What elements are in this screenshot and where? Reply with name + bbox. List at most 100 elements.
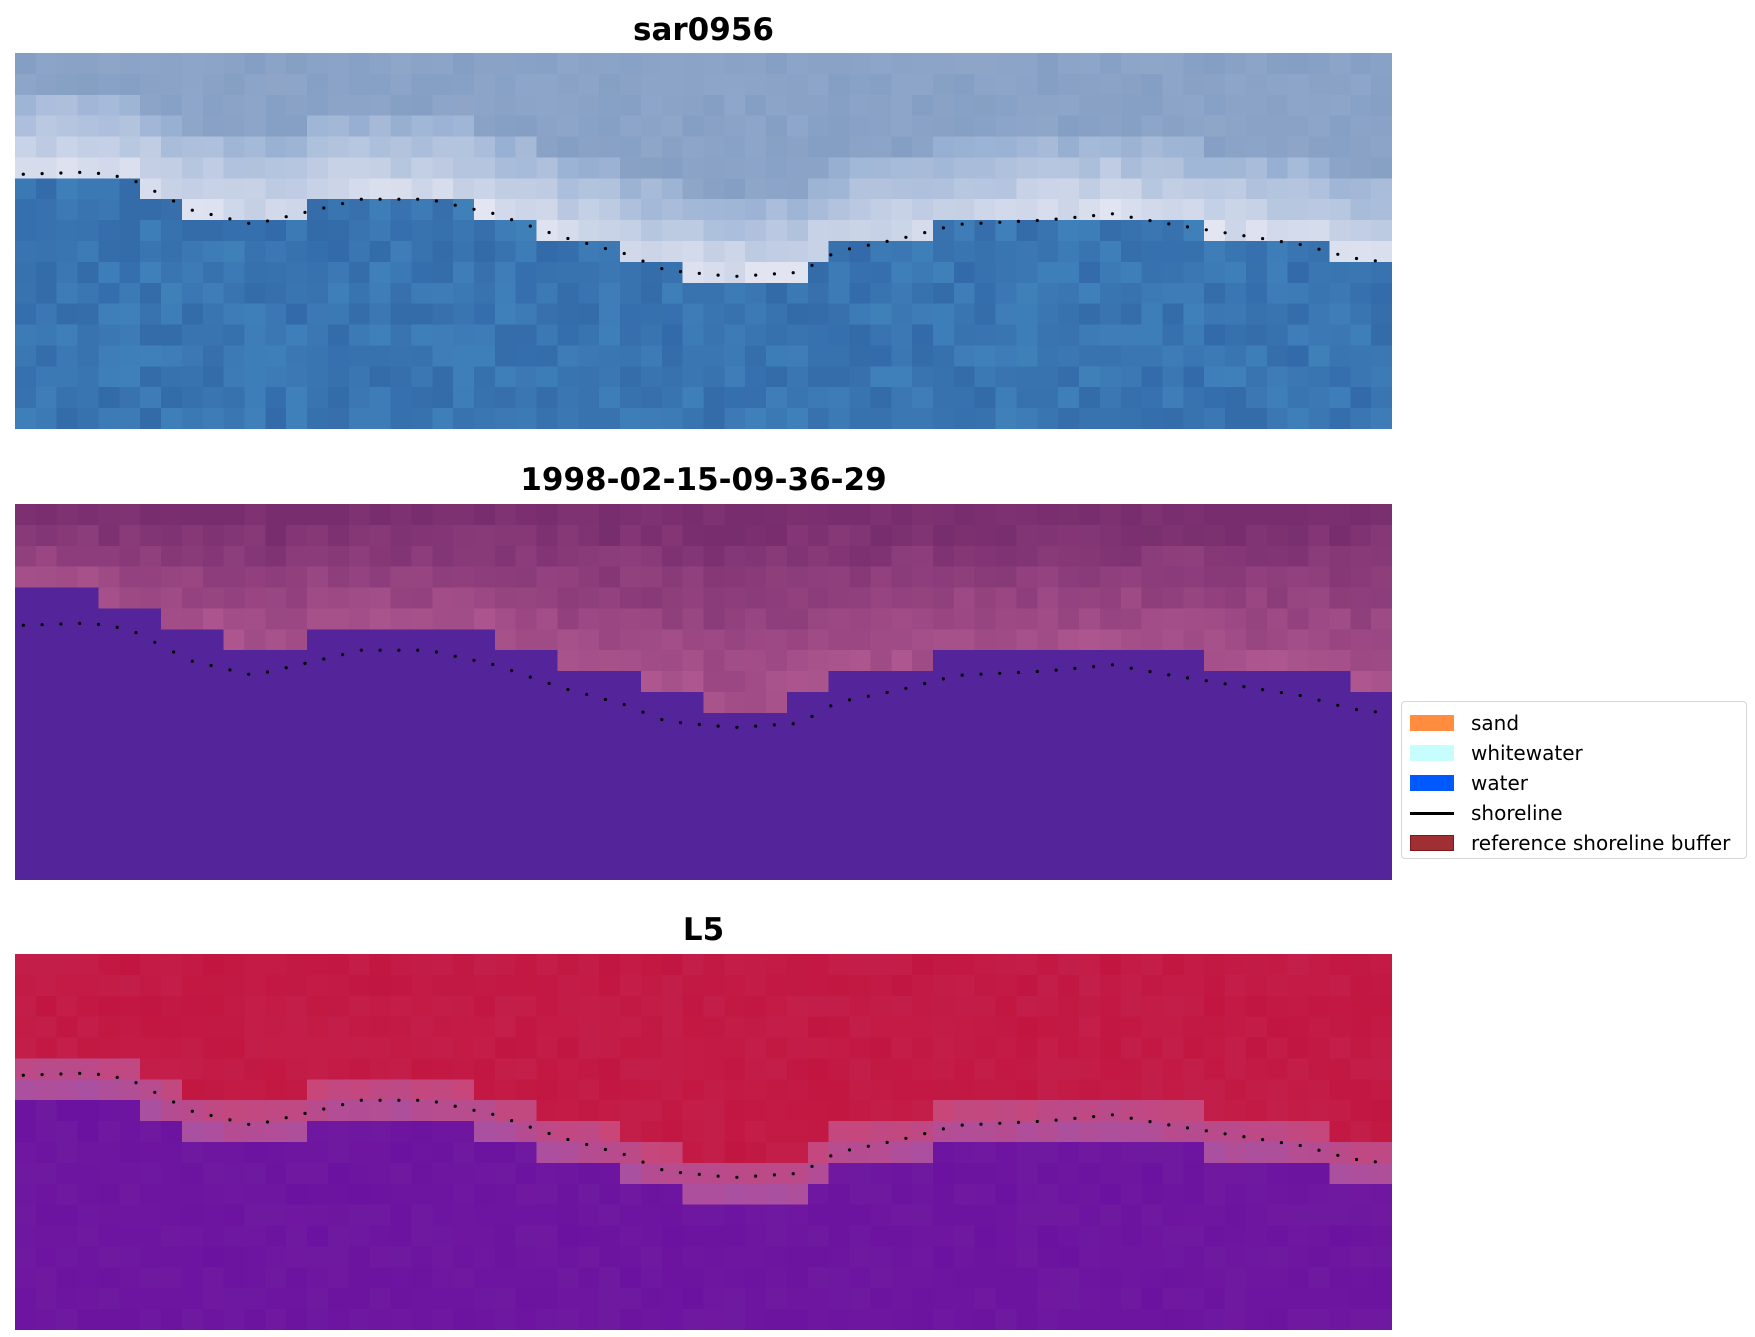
shoreline-point	[1354, 707, 1359, 712]
shoreline-point	[1035, 218, 1039, 223]
shoreline-point	[1317, 247, 1321, 251]
shoreline-point	[59, 622, 63, 626]
shoreline-point	[1242, 1135, 1246, 1139]
shoreline-point	[566, 1137, 570, 1142]
shoreline-point	[1016, 1120, 1021, 1124]
shoreline-point	[603, 1147, 608, 1152]
shoreline-point	[1110, 212, 1114, 216]
shoreline-point	[510, 669, 514, 673]
shoreline-point	[585, 241, 589, 246]
shoreline-point	[303, 210, 307, 214]
shoreline-point	[40, 623, 44, 627]
shoreline-point	[1223, 231, 1227, 235]
shoreline-point	[453, 1104, 457, 1108]
shoreline-point	[923, 231, 927, 235]
shoreline-point	[1148, 219, 1152, 223]
shoreline-point	[359, 648, 363, 652]
shoreline-point	[1129, 666, 1133, 670]
shoreline-point	[941, 226, 946, 230]
shoreline-point	[1242, 234, 1246, 238]
shoreline-point	[228, 217, 232, 221]
shoreline-point	[341, 1103, 345, 1107]
shoreline-point	[1110, 663, 1114, 667]
shoreline-point	[359, 1098, 363, 1102]
shoreline-point	[528, 224, 532, 228]
shoreline-point	[528, 675, 532, 679]
shoreline-point	[904, 1136, 908, 1140]
shoreline-point	[341, 653, 345, 657]
shoreline-point	[1148, 1120, 1152, 1124]
shoreline-point	[622, 251, 626, 256]
shoreline-point	[1373, 710, 1377, 714]
shoreline-point	[209, 212, 213, 217]
shoreline-point	[78, 621, 82, 625]
image-panel-classified	[15, 504, 1392, 880]
shoreline-point	[416, 1098, 420, 1102]
shoreline-point	[547, 1131, 551, 1136]
shoreline-point	[1317, 1148, 1321, 1152]
shoreline-point	[40, 1073, 44, 1077]
shoreline-point	[1279, 240, 1283, 244]
shoreline-point	[1185, 676, 1190, 680]
shoreline-point	[78, 170, 82, 174]
shoreline-point	[772, 1173, 777, 1177]
panel-title-2: 1998-02-15-09-36-29	[520, 462, 887, 498]
shoreline-point	[791, 722, 795, 726]
shoreline-point	[134, 180, 138, 184]
shoreline-point	[979, 1122, 983, 1126]
shoreline-point	[172, 1100, 176, 1104]
shoreline-point	[904, 235, 908, 239]
shoreline-point	[1298, 242, 1302, 247]
shoreline-point	[678, 721, 683, 725]
shoreline-point	[322, 657, 326, 661]
shoreline-point	[979, 672, 983, 676]
shoreline-point	[265, 670, 270, 674]
shoreline-point	[96, 171, 101, 175]
shoreline-point	[190, 1109, 194, 1113]
shoreline-point	[96, 622, 101, 626]
shoreline-point	[810, 1164, 814, 1168]
shoreline-point	[735, 274, 739, 278]
shoreline-point	[453, 654, 457, 658]
shoreline-point	[1336, 703, 1340, 707]
shoreline-point	[678, 270, 683, 274]
shoreline-point	[660, 718, 664, 722]
shoreline-point	[1336, 1153, 1340, 1157]
shoreline-point	[303, 661, 307, 665]
shoreline-point	[510, 218, 514, 222]
shoreline-point	[716, 273, 720, 277]
shoreline-point	[866, 243, 870, 247]
shoreline-point	[754, 1174, 758, 1178]
shoreline-point	[660, 267, 664, 271]
shoreline-point	[472, 658, 476, 662]
shoreline-point	[265, 219, 270, 223]
shoreline-point	[1092, 1115, 1096, 1119]
shoreline-point	[115, 174, 119, 178]
shoreline-point	[21, 623, 25, 627]
shoreline-point	[284, 1116, 288, 1120]
shoreline-point	[228, 1118, 232, 1122]
shoreline-point	[359, 197, 363, 201]
shoreline-point	[960, 1123, 964, 1127]
shoreline-point	[547, 681, 551, 686]
shoreline-point	[810, 263, 814, 267]
shoreline-point	[21, 172, 25, 176]
shoreline-point	[59, 171, 63, 175]
shoreline-point	[115, 1075, 119, 1079]
rgb-image	[15, 53, 1392, 429]
shoreline-point	[641, 1160, 645, 1164]
shoreline-point	[791, 1172, 795, 1176]
shoreline-point	[754, 273, 758, 277]
shoreline-point	[960, 222, 964, 226]
shoreline-point	[1073, 1116, 1077, 1120]
shoreline-point	[96, 1072, 101, 1076]
shoreline-point	[904, 686, 908, 690]
shoreline-point	[1092, 214, 1096, 218]
shoreline-point	[378, 648, 382, 652]
shoreline-point	[622, 1152, 626, 1157]
shoreline-point	[1129, 1116, 1133, 1120]
shoreline-point	[1354, 256, 1359, 261]
shoreline-point	[434, 199, 438, 203]
shoreline-point	[810, 714, 814, 718]
shoreline-point	[1261, 688, 1265, 692]
